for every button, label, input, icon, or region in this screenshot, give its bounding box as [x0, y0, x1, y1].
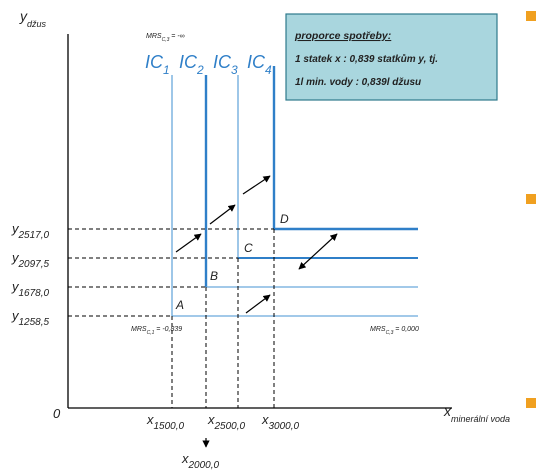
bullet-bottom [526, 398, 536, 408]
bullet-top [526, 11, 536, 21]
mrs-label-top: MRSC,3 = -∞ [146, 33, 185, 43]
curve-ic2 [204, 75, 418, 288]
info-box-line2: 1l min. vody : 0,839l džusu [295, 77, 421, 88]
mrs-label-right: MRSC,3 = 0,000 [370, 326, 419, 336]
y-tick-label: y1258,5 [11, 308, 50, 328]
x-tick-label: x2500,0 [207, 412, 246, 432]
curve-ic3 [237, 75, 418, 259]
x-tick-label: x3000,0 [261, 412, 300, 432]
y-tick-label: y2097,5 [11, 250, 50, 270]
point-label-c: C [244, 241, 253, 255]
x-axis-title: xminerální voda [443, 403, 510, 424]
origin-label: 0 [53, 406, 61, 421]
x-tick-label-below: x2000,0 [181, 451, 220, 471]
label-ic3: IC3 [213, 52, 238, 77]
point-label-b: B [210, 269, 218, 283]
expansion-arrows [175, 175, 338, 448]
point-label-a: A [175, 298, 184, 312]
x-tick-label: x1500,0 [146, 412, 185, 432]
info-box-line1: 1 statek x : 0,839 statkům y, tj. [295, 53, 438, 65]
curve-ic4 [272, 66, 418, 231]
label-ic2: IC2 [179, 52, 204, 77]
label-ic1: IC1 [145, 52, 170, 77]
mrs-label-left: MRSC,1 = -0,839 [131, 326, 182, 336]
curve-ic1 [171, 75, 418, 317]
bullet-middle [526, 194, 536, 204]
label-ic4: IC4 [247, 52, 272, 77]
y-axis-title: ydžus [19, 8, 47, 29]
point-label-d: D [280, 212, 289, 226]
consumption-ratio-box: proporce spotřeby: 1 statek x : 0,839 st… [285, 13, 498, 101]
dashed-guides [68, 228, 275, 408]
y-tick-label: y2517,0 [11, 221, 50, 241]
y-tick-label: y1678,0 [11, 279, 50, 299]
info-box-title: proporce spotřeby: [294, 30, 391, 42]
